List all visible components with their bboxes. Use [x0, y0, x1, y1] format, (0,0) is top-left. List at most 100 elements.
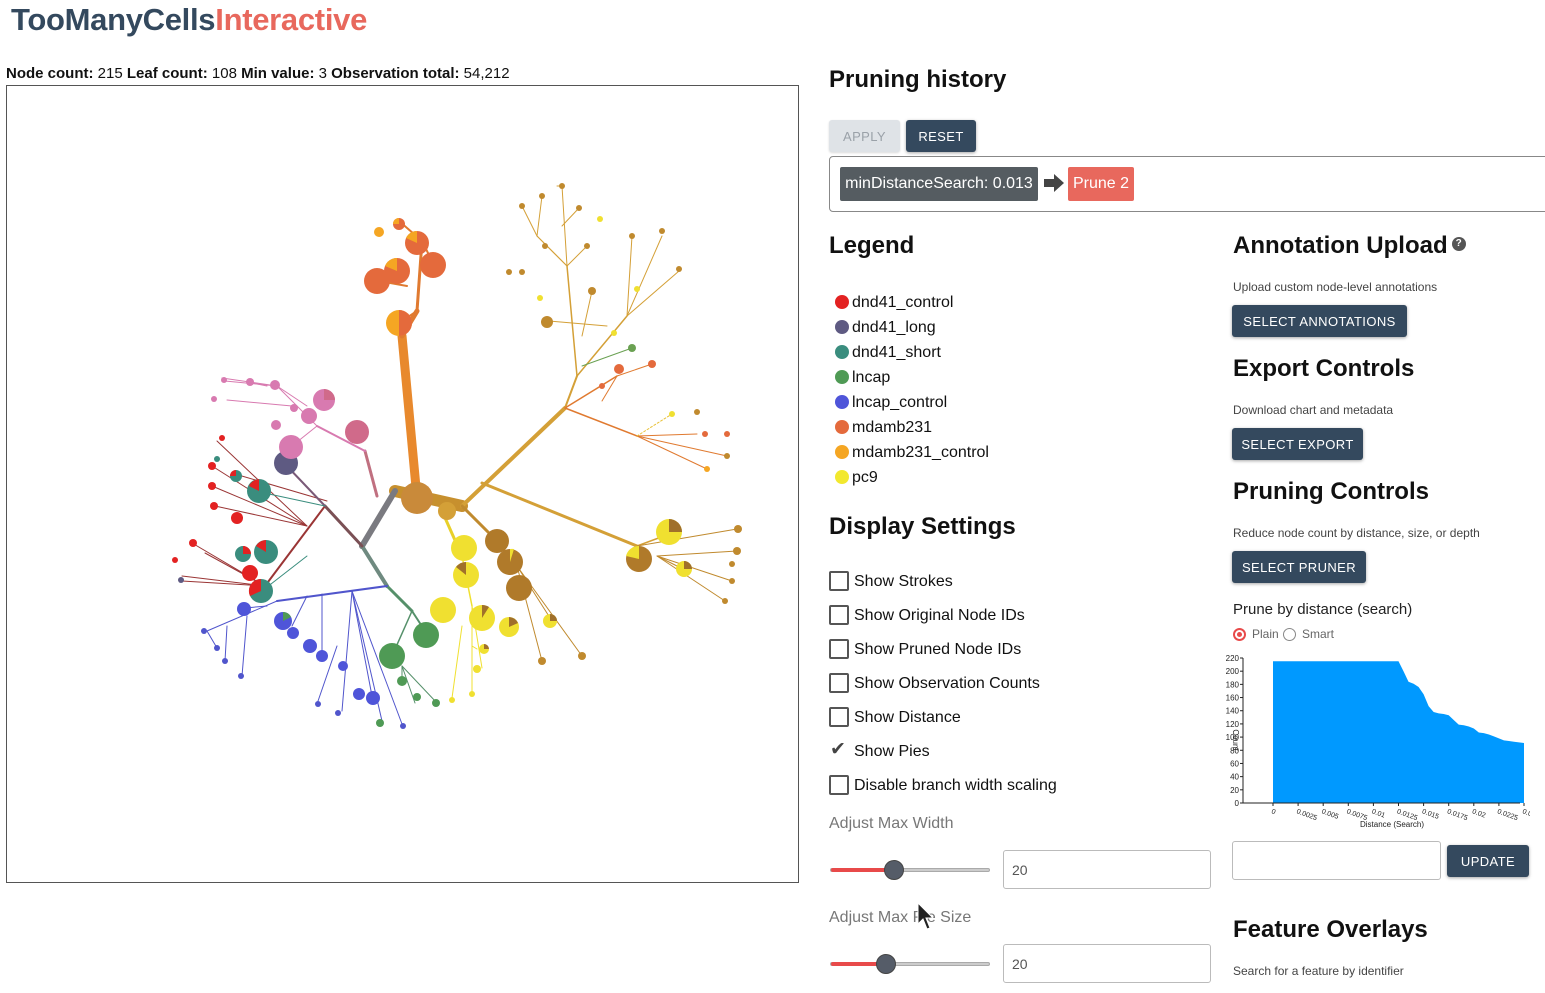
chart-x-label: Distance (Search): [1360, 820, 1424, 829]
checkbox-label[interactable]: Show Original Node IDs: [854, 607, 1025, 624]
annotation-upload-title: Annotation Upload?: [1233, 232, 1466, 260]
max-width-slider-thumb[interactable]: [884, 860, 905, 880]
y-tick-label: 160: [1226, 694, 1240, 703]
tree-canvas[interactable]: [6, 85, 799, 883]
observation-total-value: 54,212: [463, 65, 510, 82]
checkbox[interactable]: [829, 639, 849, 659]
update-button[interactable]: UPDATE: [1447, 845, 1529, 877]
x-tick-label: 0: [1270, 808, 1276, 816]
legend-label: pc9: [852, 469, 878, 486]
y-tick-label: 20: [1230, 786, 1239, 795]
x-tick-label: 0.0025: [1295, 808, 1318, 822]
x-tick-label: 0.0175: [1446, 808, 1469, 822]
export-controls-title: Export Controls: [1233, 355, 1415, 382]
max-width-slider-track[interactable]: [830, 868, 990, 872]
y-tick-label: 180: [1226, 680, 1240, 689]
legend-label: dnd41_long: [852, 319, 936, 336]
checkbox-label[interactable]: Show Pruned Node IDs: [854, 641, 1022, 658]
radial-tree[interactable]: [7, 86, 799, 883]
legend-swatch: [835, 395, 849, 409]
y-tick-label: 60: [1230, 759, 1239, 768]
legend-swatch: [835, 345, 849, 359]
history-step-chip[interactable]: minDistanceSearch: 0.013: [840, 167, 1038, 201]
radio-plain-label[interactable]: Plain: [1252, 627, 1279, 641]
feature-overlays-title: Feature Overlays: [1233, 916, 1428, 943]
x-tick-label: 0.005: [1321, 808, 1340, 821]
legend-label: mdamb231: [852, 419, 933, 436]
checkbox[interactable]: [829, 571, 849, 591]
tree-stats: Node count: 215 Leaf count: 108 Min valu…: [6, 65, 510, 82]
annotation-upload-description: Upload custom node-level annotations: [1233, 280, 1438, 294]
apply-button[interactable]: APPLY: [829, 120, 900, 152]
checkbox[interactable]: [829, 673, 849, 693]
y-tick-label: 200: [1226, 667, 1240, 676]
y-tick-label: 0: [1235, 799, 1240, 808]
y-tick-label: 80: [1230, 746, 1239, 755]
checkbox[interactable]: [829, 707, 849, 727]
history-step-chip-current[interactable]: Prune 2: [1068, 167, 1134, 201]
y-tick-label: 140: [1226, 707, 1240, 716]
min-value-value: 3: [318, 65, 327, 82]
reset-button[interactable]: RESET: [906, 120, 976, 152]
checkbox-label[interactable]: Show Observation Counts: [854, 675, 1040, 692]
x-tick-label: 0.01: [1371, 808, 1386, 819]
pruning-history-box: [829, 156, 1545, 212]
y-tick-label: 100: [1226, 733, 1240, 742]
node-count-label: Node count:: [6, 65, 94, 82]
radio-smart[interactable]: [1283, 628, 1296, 641]
display-settings-title: Display Settings: [829, 513, 1016, 540]
pruning-history-title: Pruning history: [829, 66, 1007, 93]
max-pie-size-input[interactable]: 20: [1003, 944, 1211, 983]
max-width-input[interactable]: 20: [1003, 850, 1211, 889]
legend-swatch: [835, 470, 849, 484]
legend-swatch: [835, 445, 849, 459]
observation-total-label: Observation total:: [331, 65, 460, 82]
legend-label: mdamb231_control: [852, 444, 989, 461]
app-title-part2: Interactive: [215, 2, 368, 37]
node-count-value: 215: [97, 65, 123, 82]
checkmark-icon[interactable]: ✔: [830, 739, 846, 760]
export-controls-description: Download chart and metadata: [1233, 403, 1394, 417]
chart-area-series: [1273, 661, 1524, 803]
pruning-controls-description: Reduce node count by distance, size, or …: [1233, 526, 1480, 540]
leaf-count-value: 108: [211, 65, 237, 82]
prune-mode-title: Prune by distance (search): [1233, 601, 1413, 618]
max-pie-size-label: Adjust Max Pie Size: [829, 909, 972, 926]
max-pie-size-slider-thumb[interactable]: [876, 954, 897, 974]
radio-plain[interactable]: [1233, 628, 1246, 641]
x-tick-label: 0.025: [1521, 808, 1530, 821]
y-tick-label: 220: [1226, 654, 1240, 663]
checkbox-label[interactable]: Show Distance: [854, 709, 961, 726]
feature-overlays-description: Search for a feature by identifier: [1233, 964, 1404, 978]
checkbox[interactable]: [829, 775, 849, 795]
max-pie-size-slider-track[interactable]: [830, 962, 990, 966]
select-export-button[interactable]: SELECT EXPORT: [1232, 428, 1363, 460]
mouse-cursor-icon: [917, 902, 935, 930]
x-tick-label: 0.02: [1471, 808, 1486, 819]
y-tick-label: 120: [1226, 720, 1240, 729]
select-pruner-button[interactable]: SELECT PRUNER: [1232, 551, 1366, 583]
x-tick-label: 0.0225: [1496, 808, 1519, 822]
app-title: TooManyCellsInteractive: [11, 2, 367, 38]
radio-smart-label[interactable]: Smart: [1302, 627, 1335, 641]
checkbox-label[interactable]: Show Strokes: [854, 573, 953, 590]
pruning-controls-title: Pruning Controls: [1233, 478, 1429, 505]
checkbox[interactable]: [829, 605, 849, 625]
leaf-count-label: Leaf count:: [126, 65, 208, 82]
legend-title: Legend: [829, 232, 915, 259]
distance-value-input[interactable]: [1232, 841, 1441, 880]
app-title-part1: TooManyCells: [11, 2, 216, 37]
help-icon[interactable]: ?: [1451, 236, 1466, 251]
select-annotations-button[interactable]: SELECT ANNOTATIONS: [1232, 305, 1407, 337]
checkbox-label[interactable]: Disable branch width scaling: [854, 777, 1057, 794]
legend-swatch: [835, 295, 849, 309]
max-width-slider-fill: [831, 868, 895, 872]
arrow-right-icon: [1044, 174, 1064, 192]
legend-swatch: [835, 320, 849, 334]
checkbox-label[interactable]: Show Pies: [854, 743, 930, 760]
legend-swatch: [835, 370, 849, 384]
y-axis-ticks: 0 20 40 60 80 100 120 140 160 180 200 220: [1226, 654, 1243, 808]
legend-label: dnd41_short: [852, 344, 941, 361]
legend-label: lncap: [852, 369, 891, 386]
